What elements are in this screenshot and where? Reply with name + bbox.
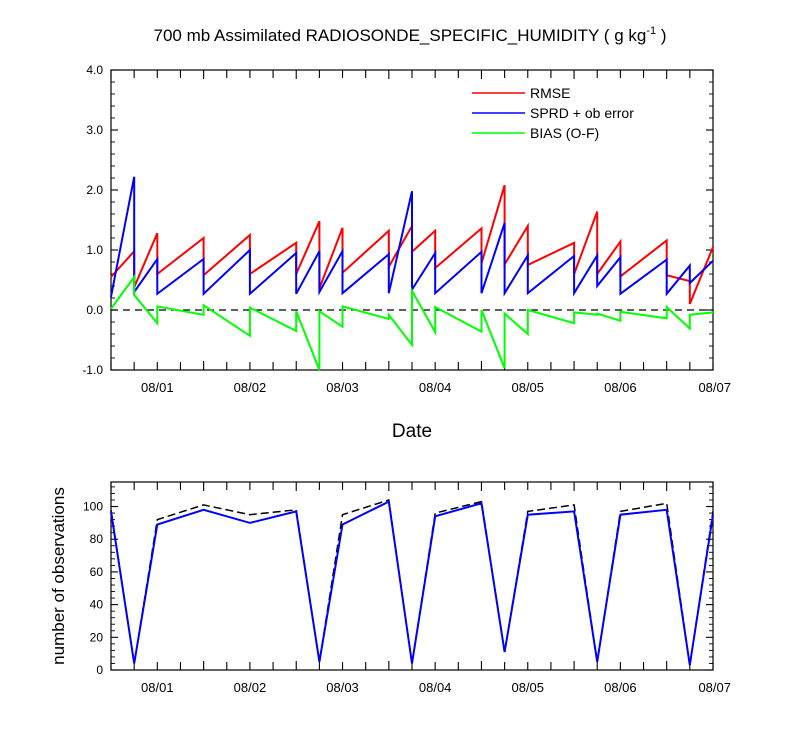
top-x-tick-label: 08/04 — [419, 380, 452, 395]
bottom-x-tick-label: 08/06 — [604, 680, 637, 695]
top-y-tick-labels: -1.0 0.0 1.0 2.0 3.0 4.0 — [82, 63, 103, 377]
top-x-tick-label: 08/01 — [141, 380, 174, 395]
bottom-x-tick-labels: 08/01 08/02 08/03 08/04 08/05 08/06 08/07 — [141, 680, 731, 695]
bottom-y-tick-label: 100 — [83, 500, 103, 514]
top-x-tick-labels: 08/01 08/02 08/03 08/04 08/05 08/06 08/07 — [141, 380, 731, 395]
bottom-x-tick-label: 08/05 — [511, 680, 544, 695]
top-series-line-1 — [111, 177, 713, 297]
bottom-y-tick-label: 60 — [90, 565, 104, 579]
top-x-tick-label: 08/03 — [326, 380, 359, 395]
top-y-tick-label: 1.0 — [86, 243, 103, 257]
top-x-axis-label: Date — [392, 421, 432, 442]
legend-label-bias: BIAS (O-F) — [530, 125, 599, 141]
top-y-tick-label: 2.0 — [86, 183, 103, 197]
top-x-tick-label: 08/06 — [604, 380, 637, 395]
bottom-y-tick-label: 80 — [90, 532, 104, 546]
chart-title-superscript: -1 — [646, 25, 656, 37]
bottom-x-tick-label: 08/03 — [326, 680, 359, 695]
bottom-x-tick-label: 08/07 — [698, 680, 731, 695]
bottom-series-line-0 — [111, 500, 713, 665]
bottom-series-group — [111, 500, 713, 665]
legend-label-sprd: SPRD + ob error — [530, 105, 634, 121]
top-y-tick-label: 3.0 — [86, 123, 103, 137]
bottom-x-tick-label: 08/01 — [141, 680, 174, 695]
chart-title-main: 700 mb Assimilated RADIOSONDE_SPECIFIC_H… — [154, 26, 647, 45]
bottom-y-tick-label: 20 — [90, 630, 104, 644]
legend-label-rmse: RMSE — [530, 85, 570, 101]
top-series-group — [111, 177, 713, 370]
bottom-y-tick-label: 0 — [96, 663, 103, 677]
top-x-tick-label: 08/07 — [698, 380, 731, 395]
bottom-y-tick-labels: 0 20 40 60 80 100 — [83, 500, 103, 677]
chart-title: 700 mb Assimilated RADIOSONDE_SPECIFIC_H… — [154, 25, 667, 45]
bottom-y-tick-label: 40 — [90, 598, 104, 612]
bottom-x-tick-label: 08/02 — [234, 680, 267, 695]
top-y-tick-label: 0.0 — [86, 303, 103, 317]
chart-title-end: ) — [656, 26, 666, 45]
top-chart-panel: -1.0 0.0 1.0 2.0 3.0 4.0 08/01 08/02 08/03 08/04… — [82, 63, 731, 442]
top-x-tick-label: 08/02 — [234, 380, 267, 395]
top-y-tick-label: -1.0 — [82, 363, 103, 377]
bottom-series-line-1 — [111, 502, 713, 665]
top-y-tick-label: 4.0 — [86, 63, 103, 77]
legend: RMSE SPRD + ob error BIAS (O-F) — [472, 85, 634, 141]
top-x-tick-label: 08/05 — [511, 380, 544, 395]
bottom-y-axis-label: number of observations — [49, 487, 68, 665]
bottom-x-tick-label: 08/04 — [419, 680, 452, 695]
